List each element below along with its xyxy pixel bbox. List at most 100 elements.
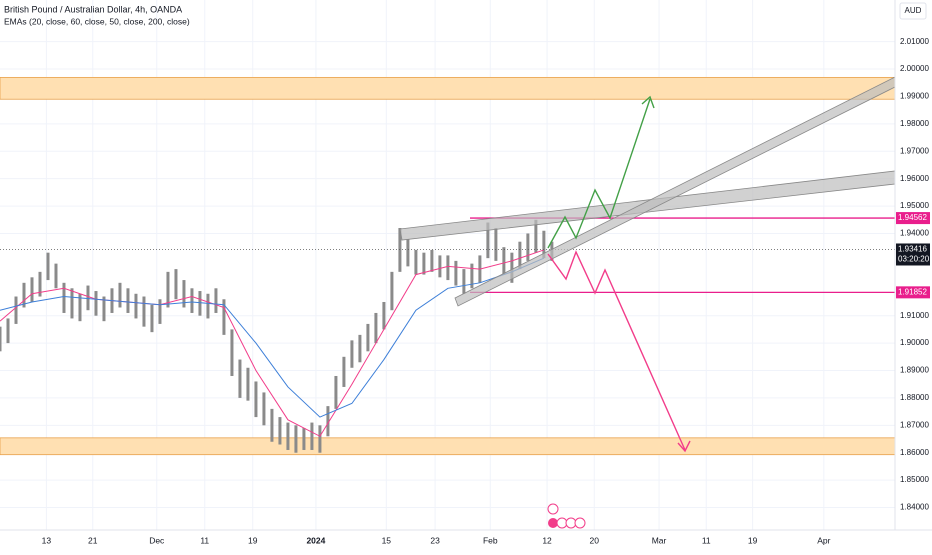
axis-layer: 2.01000 2.00000 1.99000 1.98000 1.97000 1.960… [42,37,930,545]
zones-layer [0,76,896,456]
chart-title: British Pound / Australian Dollar, 4h, O… [4,4,182,14]
candle [134,293,138,319]
y-tick-label: 1.94000 [900,229,929,238]
x-tick-label: Feb [483,535,498,545]
x-tick-label: 2024 [306,535,325,545]
candle [38,271,42,297]
x-tick-label: 12 [542,535,552,545]
candle [254,381,258,418]
y-tick-label: 1.98000 [900,119,929,128]
candle [6,318,10,344]
candle [270,408,274,442]
candle [326,406,330,437]
currency[interactable]: AUD [905,6,922,15]
ema-line [0,257,545,418]
candle [430,249,434,272]
x-tick-label: Apr [817,535,830,545]
x-tick-label: 23 [430,535,440,545]
zone [0,437,896,456]
candle [358,334,362,363]
candle [510,252,514,283]
y-tick-label: 1.86000 [900,448,929,457]
candle [278,417,282,445]
x-tick-label: 20 [590,535,600,545]
candle [262,392,266,426]
candle [0,326,2,352]
candle [246,367,250,401]
level-badge [896,212,930,225]
last-price-label: 1.93416 [898,245,927,254]
candle [182,280,186,308]
ema-line [0,249,545,437]
y-tick-label: 1.87000 [900,420,929,429]
candle [78,293,82,322]
candle [462,269,466,294]
candle [54,263,58,289]
candle [534,219,538,253]
level-badge [896,286,930,299]
x-tick-label: 11 [702,535,711,545]
bullish-arrow [547,98,651,249]
candle [190,288,194,313]
candle [206,293,210,319]
candle [494,228,498,261]
candle [214,288,218,313]
event-icon[interactable] [547,503,559,515]
candle [502,247,506,275]
candle [310,422,314,450]
candle [142,296,146,327]
event-icons [547,503,586,529]
y-tick-label: 1.95000 [900,201,929,210]
candle [398,228,402,272]
candle [222,299,226,335]
candle [342,356,346,387]
candle [174,269,178,300]
event-icon[interactable] [548,518,558,528]
y-tick-label: 1.89000 [900,366,929,375]
candle [70,288,74,319]
y-tick-label: 2.00000 [900,64,929,73]
drawings [399,76,896,453]
level-label: 1.91852 [898,287,927,296]
candle [422,252,426,275]
candle [166,271,170,308]
candle [366,323,370,352]
candle [454,260,458,286]
countdown-label: 03:20:20 [898,255,930,264]
candle [86,285,90,311]
y-tick-label: 1.90000 [900,338,929,347]
candle [46,252,50,281]
candle [382,301,386,330]
candle [414,249,418,275]
x-tick-label: 11 [200,535,209,545]
y-tick-label: 1.84000 [900,503,929,512]
y-tick-label: 1.85000 [900,475,929,484]
zone [0,76,896,100]
candle [102,296,106,322]
bearish-arrow [547,250,686,451]
candle [318,425,322,453]
y-tick-label: 2.01000 [900,37,929,46]
candle [374,312,378,344]
candle [390,271,394,311]
candle [286,422,290,450]
x-tick-label: 13 [42,535,52,545]
level-label: 1.94562 [898,213,927,222]
candle [438,255,442,278]
event-icon[interactable] [574,517,586,529]
candle [150,304,154,333]
candle [406,238,410,267]
candle [230,329,234,376]
candle [22,282,26,308]
candle [350,340,354,368]
y-tick-label: 1.97000 [900,146,929,155]
x-tick-label: Mar [652,535,667,545]
candle [294,425,298,453]
candle [198,291,202,316]
candle [470,263,474,289]
currency-box[interactable] [899,2,927,20]
candle [30,277,34,302]
candle [118,282,122,308]
